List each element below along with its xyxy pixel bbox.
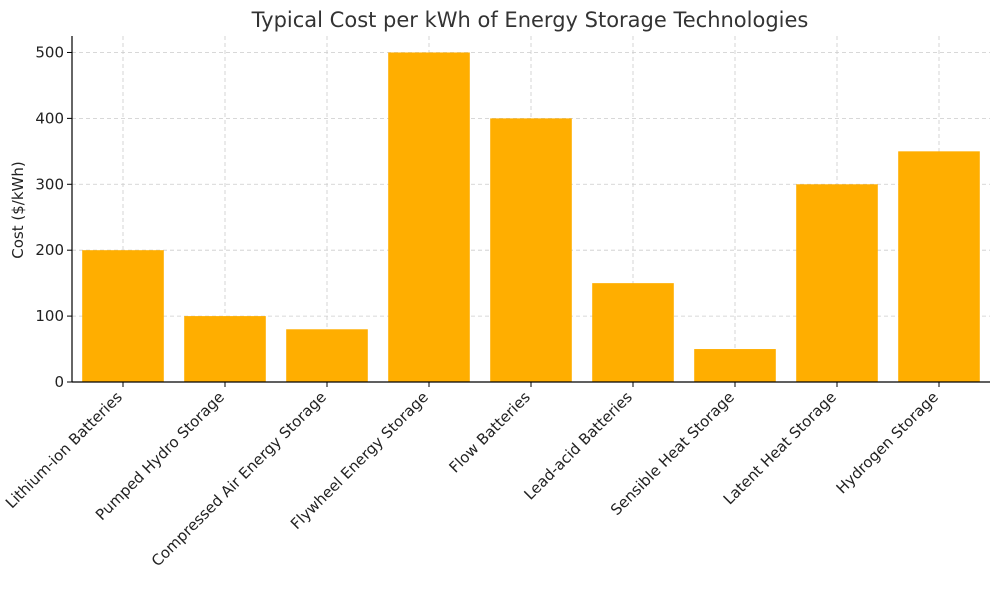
y-axis-label: Cost ($/kWh)	[9, 161, 27, 258]
bar	[796, 184, 878, 382]
x-tick-label: Hydrogen Storage	[833, 388, 942, 497]
bar	[388, 52, 470, 382]
bar	[184, 316, 266, 382]
y-tick-label: 500	[35, 43, 64, 61]
y-tick-label: 100	[35, 307, 64, 325]
x-tick-label: Lithium-ion Batteries	[2, 388, 126, 512]
x-tick-label: Lead-acid Batteries	[520, 388, 636, 504]
y-tick-label: 300	[35, 175, 64, 193]
x-tick-label: Flow Batteries	[446, 388, 534, 476]
x-tick-label: Compressed Air Energy Storage	[148, 388, 330, 570]
bar	[898, 151, 980, 382]
y-tick-label: 0	[54, 373, 64, 391]
y-tick-label: 200	[35, 241, 64, 259]
bar	[286, 329, 368, 382]
bar	[490, 118, 572, 382]
bar	[82, 250, 164, 382]
bar	[694, 349, 776, 382]
chart-title: Typical Cost per kWh of Energy Storage T…	[251, 8, 809, 32]
bar	[592, 283, 674, 382]
axes	[67, 36, 990, 387]
bars	[82, 52, 980, 382]
y-tick-label: 400	[35, 109, 64, 127]
x-tick-label: Latent Heat Storage	[720, 388, 840, 508]
